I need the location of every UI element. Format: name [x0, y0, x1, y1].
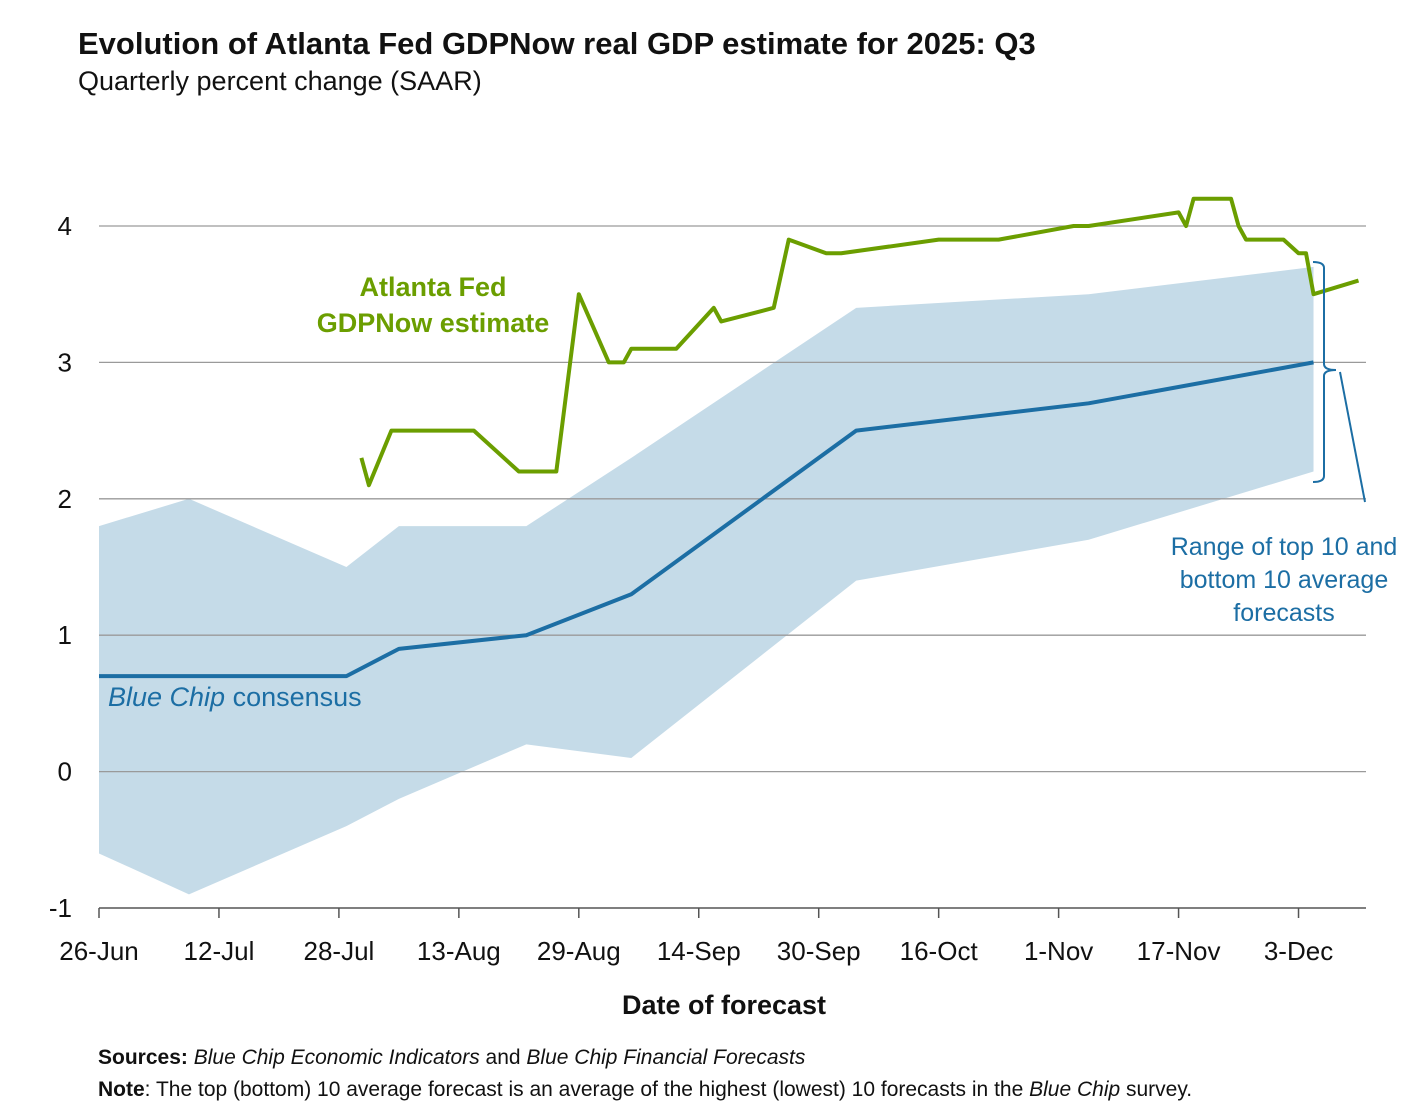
forecast-range-band: [99, 266, 1314, 895]
chart-subtitle: Quarterly percent change (SAAR): [78, 66, 482, 96]
sources-title-1: Blue Chip Economic Indicators: [193, 1046, 480, 1069]
range-label-line2: bottom 10 average: [1180, 566, 1388, 594]
x-tick-label: 13-Aug: [417, 936, 501, 966]
x-axis-label: Date of forecast: [621, 990, 827, 1020]
bluechip-label-rest: consensus: [225, 682, 362, 712]
sources-label: Sources:: [98, 1046, 188, 1069]
range-label-line3: forecasts: [1233, 599, 1334, 627]
y-tick-label: -1: [49, 893, 72, 923]
note-text-1: : The top (bottom) 10 average forecast i…: [144, 1078, 1030, 1101]
x-tick-label: 16-Oct: [900, 936, 979, 966]
x-tick-label: 26-Jun: [59, 936, 139, 966]
note-italic: Blue Chip: [1029, 1078, 1121, 1101]
range-label-line1: Range of top 10 and: [1171, 533, 1398, 561]
note-label: Note: [98, 1078, 145, 1101]
y-tick-label: 4: [58, 211, 72, 241]
gdpnow-label-line1: Atlanta Fed: [359, 272, 506, 302]
range-bracket: [1312, 261, 1337, 483]
gdpnow-label-line2: GDPNow estimate: [317, 308, 550, 338]
sources-and: and: [479, 1046, 527, 1069]
x-tick-label: 3-Dec: [1264, 936, 1333, 966]
bluechip-consensus-line: [99, 360, 1314, 679]
bluechip-label-italic: Blue Chip: [108, 682, 225, 712]
x-tick-label: 28-Jul: [303, 936, 374, 966]
gdpnow-line: [359, 196, 1360, 488]
x-tick-label: 14-Sep: [657, 936, 741, 966]
sources-note: Sources: Blue Chip Economic Indicators a…: [98, 1046, 805, 1070]
x-tick-label: 12-Jul: [184, 936, 255, 966]
sources-title-2: Blue Chip Financial Forecasts: [526, 1046, 806, 1069]
bluechip-label: Blue Chip consensus: [108, 682, 362, 712]
x-tick-label: 30-Sep: [777, 936, 861, 966]
footnote: Note: The top (bottom) 10 average foreca…: [98, 1078, 1192, 1102]
chart-title: Evolution of Atlanta Fed GDPNow real GDP…: [78, 26, 1036, 61]
note-text-2: survey.: [1120, 1078, 1193, 1101]
x-tick-label: 1-Nov: [1024, 936, 1093, 966]
x-tick-label: 29-Aug: [537, 936, 621, 966]
y-tick-label: 2: [58, 484, 72, 514]
range-leader-line: [1339, 371, 1366, 503]
x-tick-label: 17-Nov: [1137, 936, 1221, 966]
y-tick-label: 1: [58, 620, 72, 650]
y-tick-label: 0: [58, 757, 72, 787]
y-tick-label: 3: [58, 347, 72, 377]
